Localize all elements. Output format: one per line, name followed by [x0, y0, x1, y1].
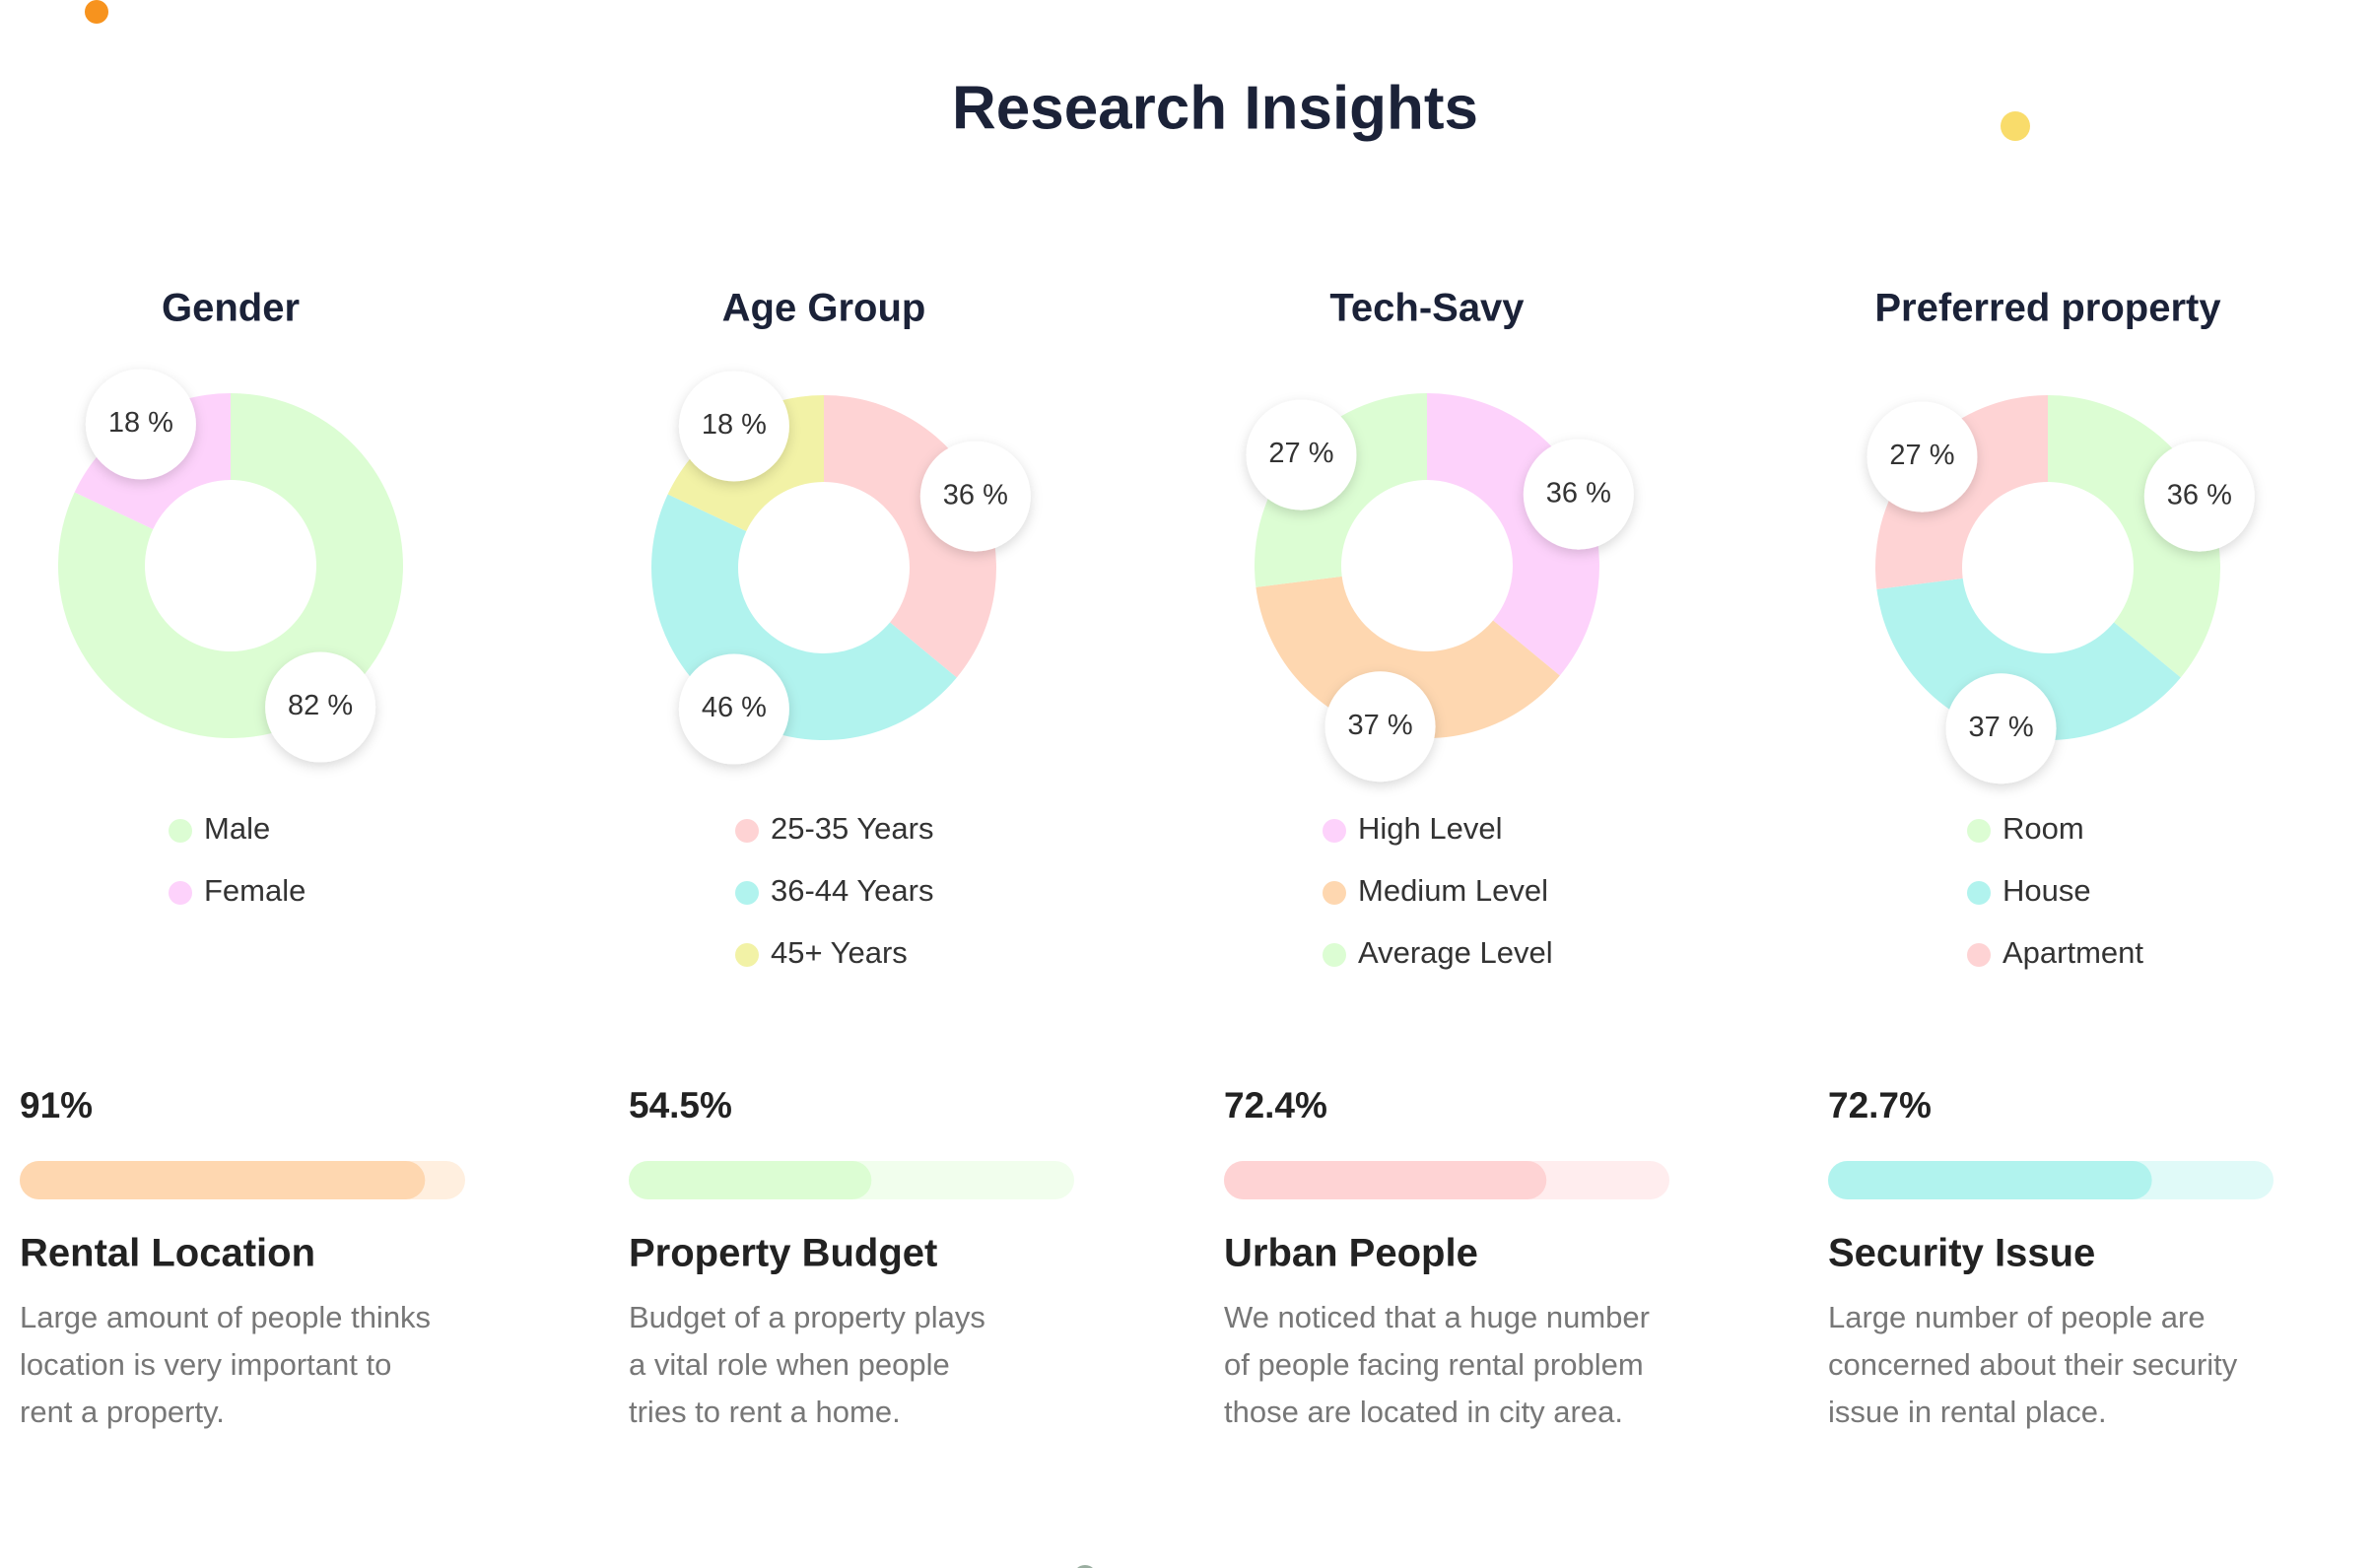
stat-text: Large number of people are [1828, 1300, 2206, 1334]
legend-dot [1323, 943, 1346, 967]
chart-title: Gender [162, 287, 300, 330]
legend-label: Male [204, 811, 270, 846]
value-bubble [678, 371, 789, 482]
decor-dot [85, 0, 108, 24]
legend-label: Medium Level [1358, 873, 1548, 908]
stat-text: Budget of a property plays [629, 1300, 985, 1334]
legend-dot [1967, 943, 1991, 967]
value-label: 36 % [2167, 479, 2232, 511]
stat-text: of people facing rental problem [1224, 1347, 1644, 1382]
stat-text: concerned about their security [1828, 1347, 2238, 1382]
stat-text: issue in rental place. [1828, 1395, 2107, 1429]
donut-slice [1876, 578, 2181, 741]
stat-text: a vital role when people [629, 1347, 950, 1382]
progress-fill [20, 1161, 426, 1199]
stat-title: Urban People [1224, 1232, 1478, 1275]
stat-text: rent a property. [20, 1395, 225, 1429]
page-title: Research Insights [952, 74, 1478, 142]
value-bubble [85, 369, 196, 480]
stat-percent: 54.5% [629, 1085, 732, 1125]
chart-title: Preferred property [1874, 287, 2221, 330]
chart-title: Tech-Savy [1329, 287, 1525, 330]
value-label: 36 % [1546, 477, 1611, 509]
value-label: 37 % [1969, 712, 2034, 743]
legend-label: Female [204, 873, 305, 908]
value-label: 18 % [702, 409, 767, 441]
legend-dot [169, 819, 192, 843]
stat-text: Large amount of people thinks [20, 1300, 431, 1334]
stat-text: those are located in city area. [1224, 1395, 1623, 1429]
legend-dot [1967, 819, 1991, 843]
legend-label: House [2003, 873, 2091, 908]
legend-label: 25-35 Years [771, 811, 933, 846]
stat-percent: 72.7% [1828, 1085, 1932, 1125]
chart-title: Age Group [722, 287, 926, 330]
stat-text: location is very important to [20, 1347, 391, 1382]
value-bubble [1945, 673, 2057, 784]
legend-label: Room [2003, 811, 2084, 846]
stat-percent: 72.4% [1224, 1085, 1327, 1125]
value-label: 36 % [943, 479, 1008, 511]
progress-fill [1224, 1161, 1547, 1199]
stat-text: tries to rent a home. [629, 1395, 901, 1429]
value-bubble [1246, 399, 1357, 511]
value-label: 82 % [288, 690, 353, 721]
stat-text: We noticed that a huge number [1224, 1300, 1650, 1334]
stat-title: Property Budget [629, 1232, 937, 1275]
value-bubble [1867, 401, 1978, 512]
legend-label: Apartment [2003, 935, 2143, 970]
legend-dot [735, 881, 759, 905]
legend-dot [1967, 881, 1991, 905]
legend-label: 45+ Years [771, 935, 908, 970]
value-label: 27 % [1268, 438, 1333, 469]
value-bubble [1523, 439, 1634, 550]
value-bubble [919, 441, 1031, 552]
progress-fill [1828, 1161, 2152, 1199]
value-bubble [678, 653, 789, 765]
value-bubble [265, 651, 376, 763]
stat-title: Security Issue [1828, 1232, 2095, 1275]
value-bubble [2143, 441, 2255, 552]
donut-slice [1256, 576, 1560, 738]
stat-percent: 91% [20, 1085, 93, 1125]
progress-fill [629, 1161, 872, 1199]
legend-dot [735, 943, 759, 967]
donut-slice [58, 393, 403, 738]
legend-dot [735, 819, 759, 843]
stat-title: Rental Location [20, 1232, 315, 1275]
value-label: 37 % [1348, 710, 1413, 741]
value-bubble [1324, 671, 1436, 783]
legend-label: 36-44 Years [771, 873, 933, 908]
legend-dot [1323, 819, 1346, 843]
decor-dot [2001, 111, 2030, 141]
legend-dot [1323, 881, 1346, 905]
value-label: 46 % [702, 692, 767, 723]
value-label: 18 % [108, 407, 173, 439]
legend-label: High Level [1358, 811, 1502, 846]
legend-dot [169, 881, 192, 905]
legend-label: Average Level [1358, 935, 1553, 970]
value-label: 27 % [1889, 440, 1954, 471]
decor-dot [1077, 1565, 1093, 1568]
